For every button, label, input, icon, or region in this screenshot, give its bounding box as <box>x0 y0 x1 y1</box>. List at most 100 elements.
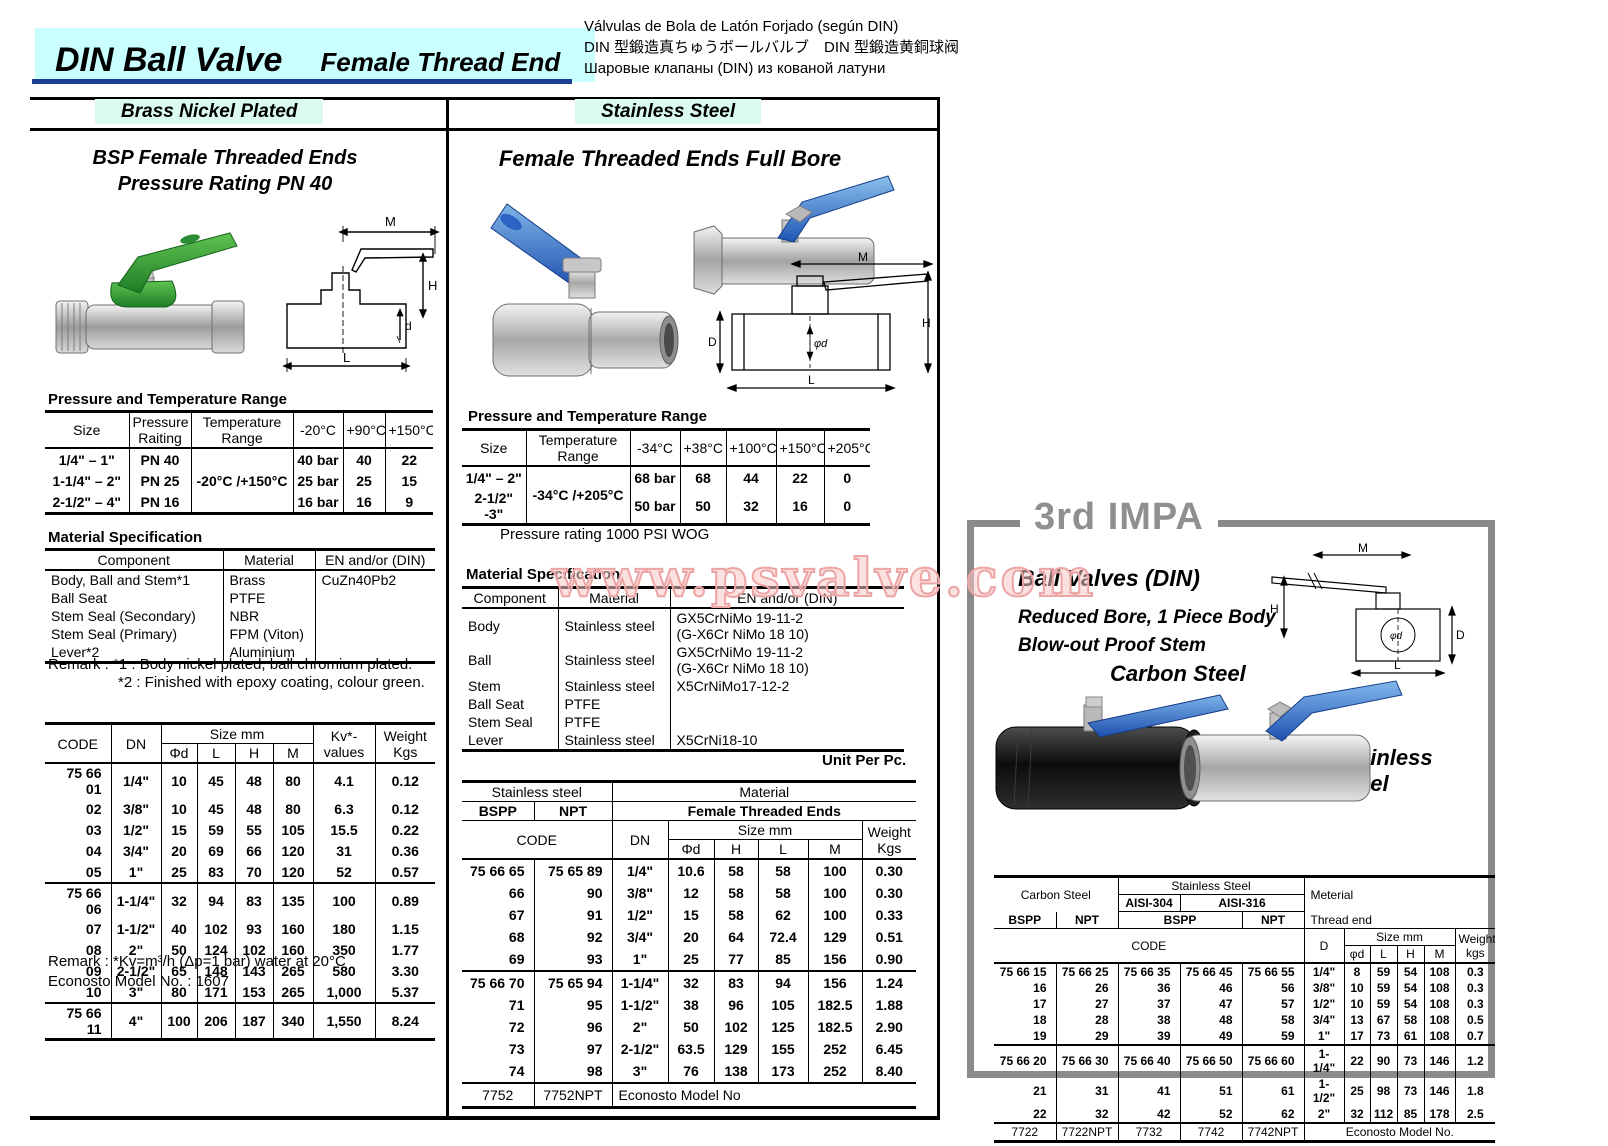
col-header-code: CODE <box>462 820 613 859</box>
col-header: Material <box>557 587 671 608</box>
cell <box>314 643 435 663</box>
table-row: 07 1-1/2" 40 102 93 160 180 1.15 <box>45 918 436 939</box>
col-header: +205°C <box>823 429 870 466</box>
dim-label-d: D <box>1456 628 1465 642</box>
cell: 22 <box>1343 1045 1371 1076</box>
dim-label-m: M <box>1358 543 1368 555</box>
cell: 1/4" <box>1303 963 1345 980</box>
cell: 1-1/2" <box>611 994 669 1016</box>
table-row: 74 98 3" 76 138 173 252 8.40 <box>462 1060 917 1083</box>
cell: 16 <box>775 489 825 525</box>
cell: Stainless steel <box>557 643 671 677</box>
col-header: Φd <box>160 743 198 763</box>
cell: 105 <box>272 819 314 840</box>
cell-code: 32 <box>1055 1106 1119 1123</box>
cell: 182.5 <box>807 1016 863 1038</box>
col-header: +100°C <box>725 429 777 466</box>
middle-ms-rows: Body Stainless steel GX5CrNiMo 19-11-2 (… <box>462 608 904 751</box>
left-pt-title: Pressure and Temperature Range <box>48 391 287 408</box>
table-row: 75 66 65 75 65 89 1/4" 10.6 58 58 100 0.… <box>462 859 917 882</box>
cell: 265 <box>272 960 314 981</box>
middle-code-block1: 75 66 65 75 65 89 1/4" 10.6 58 58 100 0.… <box>462 859 917 971</box>
cell: 15.5 <box>312 819 376 840</box>
left-product-title: BSP Female Threaded Ends Pressure Rating… <box>92 147 358 195</box>
middle-product-title: Female Threaded Ends Full Bore <box>498 146 842 171</box>
cell: 98 <box>1369 1076 1398 1106</box>
table-footer-row: 7722 7722NPT 7732 7742 7742NPT Econosto … <box>994 1123 1496 1142</box>
cell-code-npt: 75 65 89 <box>533 859 613 882</box>
cell: 10 <box>160 798 198 819</box>
cell: 59 <box>1369 963 1398 980</box>
cell: 187 <box>234 1003 274 1040</box>
cell: 129 <box>807 926 863 948</box>
cell: 85 <box>757 948 809 971</box>
cell-code: 46 <box>1179 980 1243 996</box>
cell: 3" <box>110 981 162 1003</box>
col-header: Size <box>462 429 527 466</box>
cell: 2" <box>110 939 162 960</box>
cell-code: 07 <box>45 918 112 939</box>
table-row: Stem Seal (Secondary) NBR <box>45 607 435 625</box>
cell: 180 <box>312 918 376 939</box>
cell-code: 75 66 20 <box>994 1045 1057 1076</box>
cell: 2-1/2" -3" <box>462 489 527 525</box>
cell: 100 <box>160 1003 198 1040</box>
cell: 102 <box>713 1016 759 1038</box>
section-label-brass: Brass Nickel Plated <box>95 99 324 124</box>
cell-code: 75 66 25 <box>1055 963 1119 980</box>
cell-code: 09 <box>45 960 112 981</box>
cell: 50 bar <box>629 489 681 525</box>
header-aisi304: AISI-304 <box>1117 894 1181 912</box>
cell-code: 75 66 55 <box>1241 963 1305 980</box>
cell: 3/4" <box>611 926 669 948</box>
cell: 83 <box>196 861 236 883</box>
cell: 73 <box>1396 1045 1425 1076</box>
cell: 0.90 <box>861 948 917 971</box>
cell: 25 bar <box>292 470 344 491</box>
cell: 25 <box>667 948 715 971</box>
title-underline <box>32 79 572 84</box>
cell-code: 75 66 35 <box>1117 963 1181 980</box>
col-header: Φd <box>667 839 715 859</box>
header-npt: NPT <box>1055 911 1119 929</box>
translation-russian: Шаровые клапаны (DIN) из кованой латуни <box>584 60 886 77</box>
col-header: Component <box>462 587 559 608</box>
page-subtitle: Female Thread End <box>320 47 561 77</box>
col-header: -20°C <box>292 411 344 448</box>
cell: 22 <box>384 448 433 470</box>
cell: 2-1/2" <box>110 960 162 981</box>
dim-label-h: H <box>428 278 437 293</box>
table-row: 75 66 15 75 66 25 75 66 35 75 66 45 75 6… <box>994 963 1496 980</box>
cell-code-npt: 93 <box>533 948 613 971</box>
cell: 73 <box>1369 1028 1398 1045</box>
cell: 31 <box>312 840 376 861</box>
table-row: Stem Seal PTFE <box>462 713 904 731</box>
cell: PN 16 <box>128 491 192 514</box>
cell-code: 36 <box>1117 980 1181 996</box>
cell: 55 <box>234 819 274 840</box>
cell: 171 <box>196 981 236 1003</box>
cell: 58 <box>757 882 809 904</box>
cell: 58 <box>1396 1012 1425 1028</box>
cell: 38 <box>667 994 715 1016</box>
col-header: φd <box>1343 945 1371 963</box>
header-npt: NPT <box>533 801 613 821</box>
cell: 5.37 <box>374 981 436 1003</box>
cell: 10 <box>160 763 198 798</box>
cell-econosto: Econosto Model No <box>611 1083 917 1108</box>
cell: 40 <box>342 448 386 470</box>
left-pt-table: Size Pressure Raiting Temperature Range … <box>45 410 433 515</box>
cell: 340 <box>272 1003 314 1040</box>
cell: 2" <box>1303 1106 1345 1123</box>
cell-code: 29 <box>1055 1028 1119 1045</box>
cell-code: 28 <box>1055 1012 1119 1028</box>
dim-label-l: L <box>343 350 350 365</box>
dim-label-m: M <box>385 214 396 229</box>
impa-code-table: Carbon Steel Stainless Steel Meterial AI… <box>994 875 1496 1143</box>
cell: 129 <box>713 1038 759 1060</box>
cell-code-bspp: 75 66 65 <box>462 859 535 882</box>
table-row: 75 66 01 1/4" 10 45 48 80 4.1 0.12 <box>45 763 436 798</box>
table-row: 09 2-1/2" 65 148 143 265 580 3.30 <box>45 960 436 981</box>
cell: 0 <box>823 466 870 489</box>
table-row: Lever*2 Aluminium <box>45 643 435 663</box>
